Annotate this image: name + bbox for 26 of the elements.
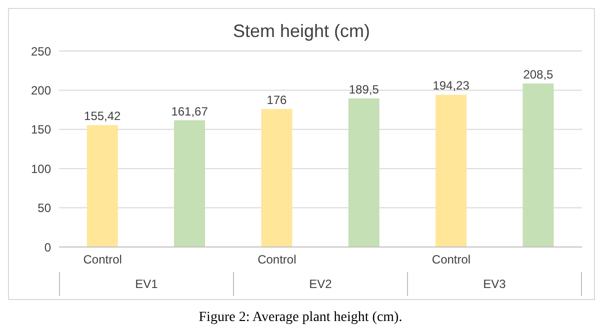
text: EV3 [407,272,582,296]
y-tick-label: 250 [30,44,52,58]
bar [86,125,118,247]
bar [261,109,292,247]
data-label: 161,67 [171,104,208,118]
y-tick-label: 50 [38,201,52,216]
data-label: 189,5 [348,82,380,96]
bar [174,120,206,247]
x-tick-label: Control [258,252,296,267]
x-tick-label: Control [432,252,471,267]
bar [522,84,554,247]
y-tick-label: 0 [44,240,52,254]
chart-title: Stem height (cm) [232,21,372,43]
data-label: 194,23 [432,78,470,93]
y-tick-label: 200 [30,83,52,98]
caption: Figure 2: Average plant height (cm). [198,310,404,326]
data-label: 155,42 [84,109,122,124]
data-label: 208,5 [523,68,554,82]
text: EV2 [233,272,407,296]
data-label: 176 [266,93,288,108]
bar [348,98,380,247]
bar [436,94,467,247]
text: EV1 [59,272,233,296]
x-tick-label: Control [83,252,122,267]
y-tick-label: 150 [30,122,52,137]
y-tick-label: 100 [30,162,52,176]
